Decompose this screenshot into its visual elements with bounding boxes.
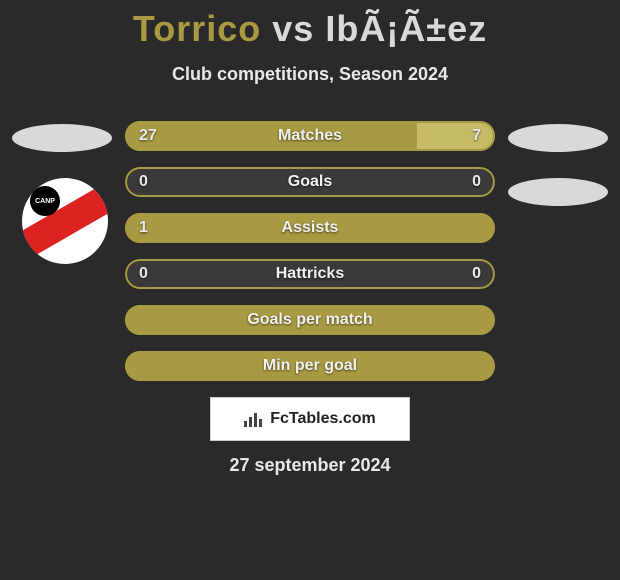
stat-bar: 00Hattricks xyxy=(125,259,495,289)
stat-bar: 00Goals xyxy=(125,167,495,197)
chart-icon xyxy=(244,411,264,427)
player2-club-placeholder xyxy=(508,178,608,206)
vs-word: vs xyxy=(272,8,314,49)
crest-text: CANP xyxy=(30,186,60,216)
player1-badge-placeholder xyxy=(12,124,112,152)
stat-label: Hattricks xyxy=(125,259,495,289)
player2-badge-placeholder xyxy=(508,124,608,152)
player1-name: Torrico xyxy=(133,8,261,49)
stat-bar: Min per goal xyxy=(125,351,495,381)
stat-bar: 277Matches xyxy=(125,121,495,151)
attribution-badge: FcTables.com xyxy=(210,397,410,441)
stats-bars-container: 277Matches 00Goals 1Assists 00Hattricks Goal… xyxy=(125,121,495,381)
player2-name: IbÃ¡Ã±ez xyxy=(325,8,487,49)
attribution-text: FcTables.com xyxy=(270,410,376,428)
stat-label: Assists xyxy=(125,213,495,243)
stat-label: Matches xyxy=(125,121,495,151)
snapshot-date: 27 september 2024 xyxy=(0,455,620,476)
stat-bar: Goals per match xyxy=(125,305,495,335)
season-subtitle: Club competitions, Season 2024 xyxy=(0,64,620,85)
stat-label: Min per goal xyxy=(125,351,495,381)
stat-label: Goals xyxy=(125,167,495,197)
comparison-title: Torrico vs IbÃ¡Ã±ez xyxy=(0,0,620,50)
stat-bar: 1Assists xyxy=(125,213,495,243)
player1-club-crest: CANP xyxy=(22,178,108,264)
stat-label: Goals per match xyxy=(125,305,495,335)
